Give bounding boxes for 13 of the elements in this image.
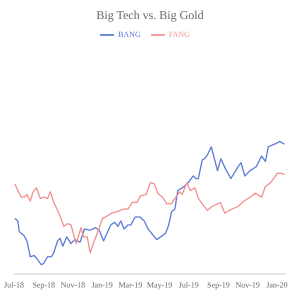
- x-tick-label: Jul-18: [4, 280, 24, 290]
- legend-label: BANG: [118, 30, 141, 39]
- x-tick-label: Nov-18: [60, 280, 86, 290]
- x-tick-label: Sep-18: [32, 280, 56, 290]
- chart-title: Big Tech vs. Big Gold: [96, 8, 204, 22]
- legend-label: FANG: [168, 30, 190, 39]
- x-tick-label: Mar-19: [118, 280, 142, 290]
- x-tick-label: May-19: [146, 280, 172, 290]
- x-tick-label: Sep-19: [207, 280, 230, 290]
- x-tick-label: Jul-19: [178, 280, 199, 290]
- x-tick-label: Jan-20: [266, 280, 288, 290]
- x-tick-label: Jan-19: [91, 280, 113, 290]
- x-tick-label: Nov-19: [235, 280, 260, 290]
